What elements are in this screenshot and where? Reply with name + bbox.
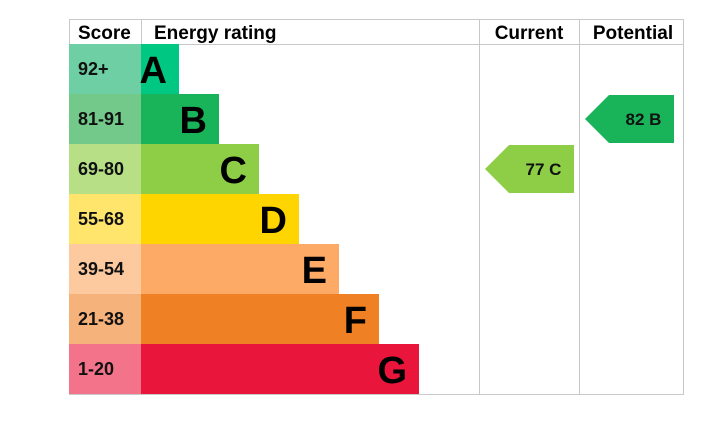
band-bar-a (141, 44, 179, 94)
score-cell-e (69, 244, 141, 294)
band-bar-e (141, 244, 339, 294)
band-letter-d: D (260, 200, 287, 242)
potential-rating-label: 82 B (626, 110, 662, 129)
band-bar-c (141, 144, 259, 194)
band-letter-g: G (377, 350, 407, 392)
score-label-g: 1-20 (78, 359, 114, 379)
band-letter-b: B (180, 100, 207, 142)
score-cell-a (69, 44, 141, 94)
score-cell-g (69, 344, 141, 394)
score-cell-b (69, 94, 141, 144)
band-bar-b (141, 94, 219, 144)
score-cell-c (69, 144, 141, 194)
rating-bands: 92+ A 81-91 B 69-80 C 55-68 D 39-54 E 21-38 F 1-20 G (69, 44, 419, 394)
potential-rating-arrow: 82 B (585, 95, 674, 143)
score-label-a: 92+ (78, 59, 109, 79)
band-letter-c: C (220, 150, 247, 192)
band-bar-f (141, 294, 379, 344)
score-label-f: 21-38 (78, 309, 124, 329)
header-current: Current (495, 23, 564, 44)
band-bar-d (141, 194, 299, 244)
score-label-e: 39-54 (78, 259, 124, 279)
score-cell-d (69, 194, 141, 244)
current-rating-arrow: 77 C (485, 145, 574, 193)
current-arrow-shape (485, 145, 574, 193)
band-letter-f: F (344, 300, 367, 342)
score-cell-f (69, 294, 141, 344)
score-label-b: 81-91 (78, 109, 124, 129)
header-potential: Potential (593, 23, 673, 44)
potential-arrow-shape (585, 95, 674, 143)
band-letter-e: E (302, 250, 327, 292)
score-label-d: 55-68 (78, 209, 124, 229)
current-rating-label: 77 C (526, 160, 562, 179)
score-label-c: 69-80 (78, 159, 124, 179)
header-energy-rating: Energy rating (154, 23, 276, 44)
header-score: Score (78, 23, 131, 44)
band-letter-a: A (140, 50, 167, 92)
band-bar-g (141, 344, 419, 394)
